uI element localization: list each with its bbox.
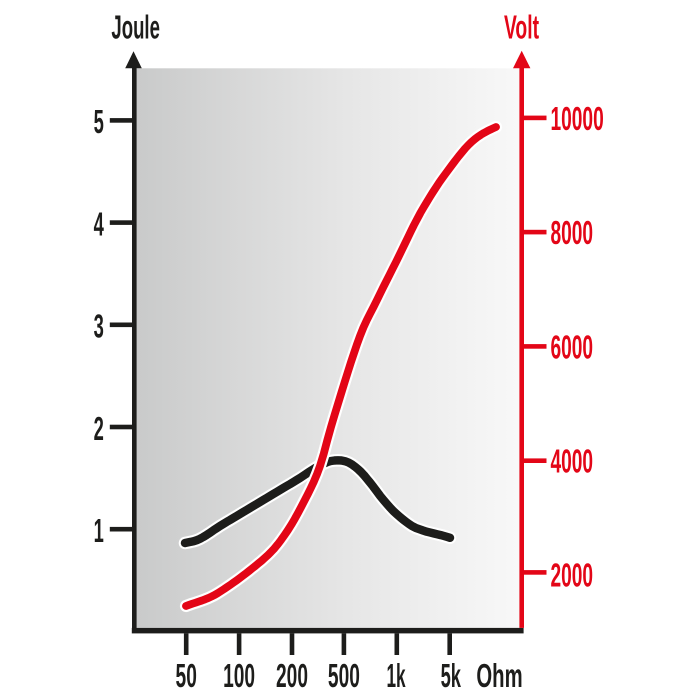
svg-text:3: 3	[94, 308, 104, 345]
svg-text:200: 200	[276, 657, 308, 694]
svg-text:Ohm: Ohm	[476, 657, 522, 694]
svg-text:8000: 8000	[551, 215, 594, 252]
svg-text:4: 4	[94, 206, 104, 243]
svg-text:Joule: Joule	[111, 9, 160, 46]
svg-text:500: 500	[328, 657, 360, 694]
svg-text:1: 1	[94, 512, 104, 549]
svg-text:5: 5	[94, 104, 104, 141]
svg-text:Volt: Volt	[504, 9, 539, 46]
svg-text:100: 100	[223, 657, 255, 694]
svg-text:4000: 4000	[551, 443, 594, 480]
svg-text:50: 50	[176, 657, 197, 694]
svg-text:1k: 1k	[386, 657, 405, 695]
svg-text:2000: 2000	[551, 557, 594, 594]
svg-text:10000: 10000	[551, 100, 604, 137]
svg-text:5k: 5k	[441, 657, 461, 694]
svg-text:6000: 6000	[551, 329, 594, 366]
svg-text:2: 2	[94, 410, 104, 447]
